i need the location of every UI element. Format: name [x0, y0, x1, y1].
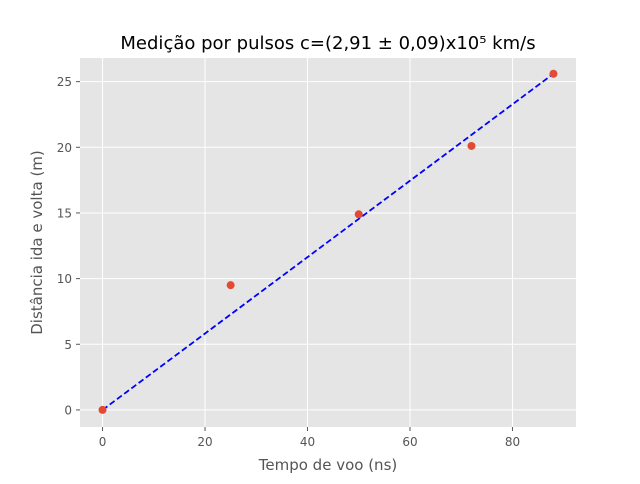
- data-point: [98, 405, 107, 414]
- x-axis-label: Tempo de voo (ns): [258, 456, 397, 474]
- x-tick-label: 0: [99, 435, 107, 449]
- chart-title: Medição por pulsos c=(2,91 ± 0,09)x10⁵ k…: [120, 33, 535, 54]
- y-tick-label: 20: [57, 141, 72, 155]
- x-tick-label: 60: [402, 435, 417, 449]
- y-tick-label: 5: [64, 338, 72, 352]
- axis-ticks: 0 20 40 60 80 0 5 10 15 20 25: [57, 75, 520, 449]
- x-tick-label: 80: [505, 435, 520, 449]
- data-point: [549, 69, 558, 78]
- grid: [80, 58, 576, 427]
- y-tick-label: 15: [57, 206, 72, 220]
- y-tick-label: 10: [57, 272, 72, 286]
- y-tick-label: 0: [64, 403, 72, 417]
- data-point: [226, 281, 235, 290]
- fit-line: [102, 73, 554, 411]
- x-tick-label: 20: [197, 435, 212, 449]
- x-tick-label: 40: [300, 435, 315, 449]
- y-axis-label: Distância ida e volta (m): [28, 150, 46, 335]
- data-marks: [98, 69, 558, 414]
- data-point: [354, 210, 363, 219]
- y-tick-label: 25: [57, 75, 72, 89]
- data-point: [467, 141, 476, 150]
